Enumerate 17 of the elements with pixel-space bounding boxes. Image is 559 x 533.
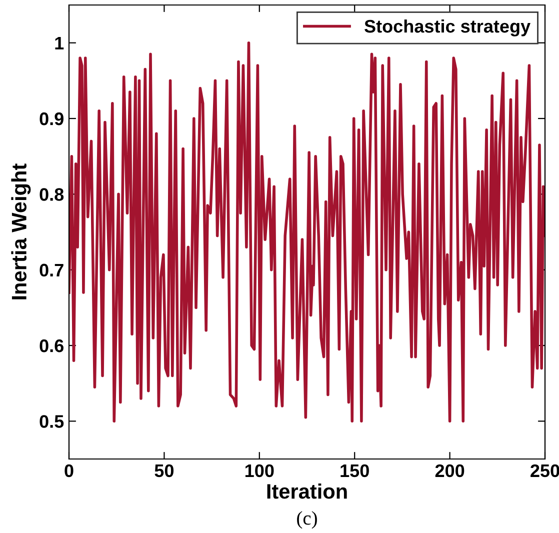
x-tick-label: 0 [64, 464, 74, 478]
y-tick-label: 0.5 [40, 415, 64, 428]
x-tick-label: 250 [530, 464, 559, 478]
x-tick-label: 50 [154, 464, 174, 478]
x-tick-label: 150 [340, 464, 369, 478]
x-tick-label: 100 [245, 464, 274, 478]
y-axis-title: Inertia Weight [11, 164, 31, 300]
y-tick-label: 0.7 [40, 264, 64, 277]
x-tick-label: 200 [435, 464, 464, 478]
y-tick-label: 1 [55, 36, 64, 50]
y-tick-label: 0.6 [40, 339, 64, 352]
y-tick-label: 0.9 [40, 112, 64, 126]
text: (c) [297, 511, 317, 529]
x-axis-title: Iteration [267, 483, 347, 499]
y-tick-label: 0.8 [40, 188, 64, 201]
line-series [69, 41, 545, 423]
legend-label: Stochastic strategy [364, 19, 530, 36]
